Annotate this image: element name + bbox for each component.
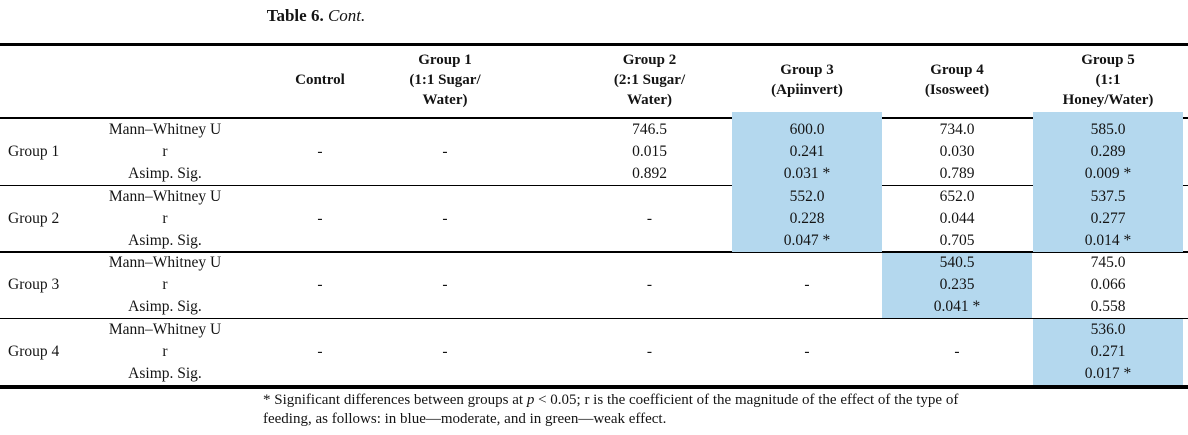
table-cell-value: 0.044 [939, 209, 975, 227]
stat-label: r [162, 342, 168, 360]
footnote-line-2: feeding, as follows: in blue—moderate, a… [263, 410, 1188, 429]
table-cell-dash: - [317, 276, 323, 293]
table-cell-dash: - [442, 143, 448, 160]
stat-label: Mann–Whitney U [108, 320, 222, 338]
column-header-group1: Group 1 (1:1 Sugar/ Water) [409, 52, 481, 108]
stat-label: Asimp. Sig. [128, 231, 202, 249]
table-cell-dash: - [317, 143, 323, 160]
table-cell-value: 0.009 * [1084, 165, 1132, 182]
table-cell-dash: - [646, 209, 653, 227]
column-header-group4: Group 4 (Isosweet) [924, 62, 990, 98]
stat-label: r [162, 209, 168, 227]
column-header-group5: Group 5 (1:1 Honey/Water) [1062, 52, 1154, 108]
table-cell-dash: - [317, 209, 323, 227]
row-group-label: Group 3 [8, 276, 60, 293]
highlight-band-group4 [882, 252, 1032, 318]
table-cell-value: 537.5 [1090, 187, 1126, 205]
table-cell-value: 0.031 * [783, 165, 831, 182]
table-cell-value: 585.0 [1090, 121, 1126, 138]
table-cell-value: 0.705 [939, 231, 975, 249]
highlight-band-group5 [1033, 112, 1183, 252]
footnote-p-symbol: p [526, 392, 535, 408]
table-cell-dash: - [442, 342, 448, 360]
table-cell-value: 0.235 [939, 276, 975, 293]
table-cell-value: 652.0 [939, 187, 975, 205]
table-cell-dash: - [804, 276, 810, 293]
table-cell-value: 0.241 [789, 143, 825, 160]
footnote-text: * Significant differences between groups… [263, 392, 527, 408]
stat-label: Asimp. Sig. [128, 364, 202, 382]
table-cell-value: 0.277 [1090, 209, 1126, 227]
stat-label: Mann–Whitney U [108, 187, 222, 205]
table-cell-dash: - [317, 342, 323, 360]
table-cell-dash: - [804, 342, 810, 360]
table-rule-row2 [0, 251, 1188, 253]
table-cell-value: 600.0 [789, 121, 825, 138]
table-rule-row3 [0, 317, 1188, 319]
table-cell-value: 0.047 * [783, 231, 831, 249]
stat-label: Asimp. Sig. [128, 165, 202, 182]
table-footnote: * Significant differences between groups… [263, 391, 1188, 429]
table-cell-value: 0.289 [1090, 143, 1126, 160]
table-cell-value: 0.066 [1090, 276, 1126, 293]
row-group-label: Group 4 [8, 342, 60, 360]
table-caption-cont: Cont. [327, 6, 366, 25]
table-cell-value: 0.271 [1090, 342, 1126, 360]
table-cell-dash: - [646, 276, 653, 293]
table-cell-value: 745.0 [1090, 254, 1126, 271]
row-group-label: Group 2 [8, 209, 60, 227]
table-cell-value: 0.789 [939, 165, 975, 182]
table-cell-value: 734.0 [939, 121, 975, 138]
stat-label: Asimp. Sig. [128, 298, 202, 315]
footnote-text: feeding, as follows: in blue—moderate, a… [263, 411, 667, 427]
table-cell-value: 0.228 [789, 209, 825, 227]
table-rule-header [0, 117, 1188, 119]
footnote-text: < 0.05; r is the coefficient of the magn… [534, 392, 959, 408]
footnote-line-1: * Significant differences between groups… [263, 391, 1188, 410]
table-caption: Table 6. Cont. [0, 4, 632, 28]
stat-label: r [162, 143, 168, 160]
table-cell-value: 0.030 [939, 143, 975, 160]
column-header-control: Control [295, 72, 345, 88]
table-cell-value: 0.041 * [933, 298, 981, 315]
table-cell-dash: - [442, 209, 448, 227]
table-cell-value: 746.5 [632, 121, 667, 138]
stat-label: r [162, 276, 168, 293]
table-cell-dash: - [646, 342, 653, 360]
table-cell-value: 0.017 * [1084, 364, 1132, 382]
table-rule-row1 [0, 184, 1188, 186]
table-cell-value: 0.892 [632, 165, 667, 182]
highlight-band-group3 [732, 112, 882, 252]
stat-label: Mann–Whitney U [108, 121, 222, 138]
table-caption-number: Table 6. [266, 6, 324, 25]
column-header-group2: Group 2 (2:1 Sugar/ Water) [613, 52, 686, 108]
table-cell-value: 0.014 * [1084, 231, 1132, 249]
table-cell-value: 552.0 [789, 187, 825, 205]
table-cell-dash: - [954, 342, 960, 360]
row-group-label: Group 1 [8, 143, 60, 160]
column-header-group3: Group 3 (Apiinvert) [771, 62, 843, 98]
highlight-band-group5 [1033, 319, 1183, 385]
table-cell-dash: - [442, 276, 448, 293]
stat-label: Mann–Whitney U [108, 254, 222, 271]
table-cell-value: 540.5 [939, 254, 975, 271]
table-cell-value: 0.558 [1090, 298, 1126, 315]
table-cell-value: 536.0 [1090, 320, 1126, 338]
table-rule-bottom [0, 385, 1188, 389]
table-rule-top [0, 43, 1188, 46]
table-cell-value: 0.015 [632, 143, 667, 160]
